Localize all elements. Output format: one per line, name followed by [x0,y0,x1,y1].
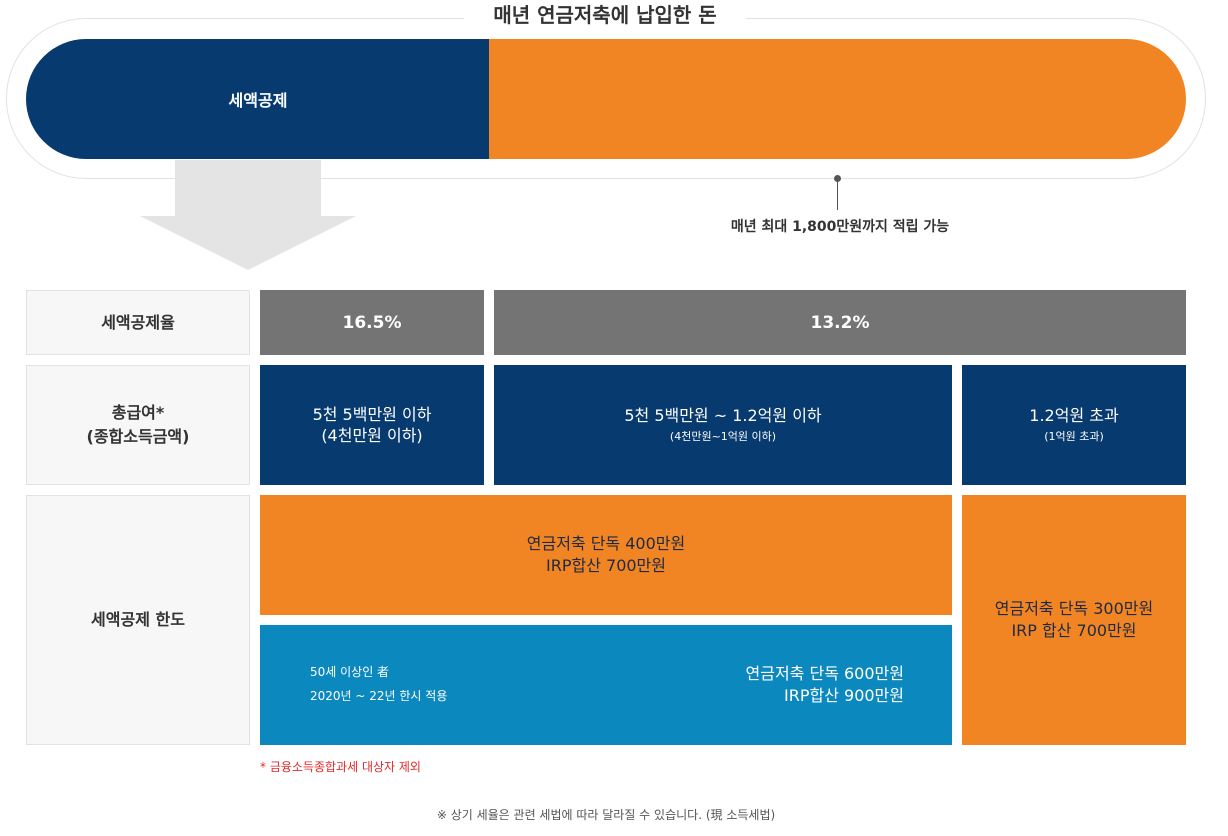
rate-cell-high-income: 13.2% [494,290,1186,355]
rate-row-label-text: 세액공제율 [101,312,175,332]
bracket-low-line2: (4천만원 이하) [321,426,423,445]
bracket-low-line1: 5천 5백만원 이하 [312,405,432,424]
income-bracket-mid: 5천 5백만원 ~ 1.2억원 이하 (4천만원~1억원 이하) [494,365,952,485]
senior-note-line1: 50세 이상인 者 [310,665,390,679]
income-label-line1: 총급여* [111,403,165,422]
income-bracket-low: 5천 5백만원 이하 (4천만원 이하) [260,365,484,485]
disclaimer: ※ 상기 세율은 관련 세법에 따라 달라질 수 있습니다. (現 소득세법) [436,808,776,822]
bracket-mid-sub: (4천만원~1억원 이하) [669,429,777,443]
senior-note: 50세 이상인 者 2020년 ~ 22년 한시 적용 [310,660,447,708]
remaining-contribution-bar-segment [489,39,1186,159]
tax-credit-bar-segment: 세액공제 [26,39,490,159]
bracket-mid-line1: 5천 5백만원 ~ 1.2억원 이하 [624,405,822,425]
bracket-high-line1: 1.2억원 초과 [1029,405,1119,425]
senior-limit-line2: IRP합산 900만원 [784,686,904,705]
rate-high-value: 13.2% [810,312,870,333]
limit-senior-cell: 50세 이상인 者 2020년 ~ 22년 한시 적용 연금저축 단독 600만… [260,625,952,745]
rate-row-label: 세액공제율 [26,290,250,355]
tax-credit-bar-label: 세액공제 [228,91,288,110]
senior-limit-line1: 연금저축 단독 600만원 [745,664,904,683]
limit-standard-line2: IRP합산 700만원 [546,556,666,575]
rate-cell-low-income: 16.5% [260,290,484,355]
bracket-high-sub: (1억원 초과) [1044,429,1104,443]
limit-standard-line1: 연금저축 단독 400만원 [526,534,686,553]
limit-high-income-cell: 연금저축 단독 300만원 IRP 합산 700만원 [962,495,1186,745]
pointer-line [837,180,838,210]
limit-high-line2: IRP 합산 700만원 [1011,621,1137,640]
limit-row-label-text: 세액공제 한도 [91,610,185,629]
footnote: * 금융소득종합과세 대상자 제외 [260,760,421,774]
limit-row-label: 세액공제 한도 [26,495,250,745]
senior-limit: 연금저축 단독 600만원 IRP합산 900만원 [746,663,904,707]
diagram-title: 매년 연금저축에 납입한 돈 [464,0,746,32]
down-arrow-icon [140,160,356,270]
senior-note-line2: 2020년 ~ 22년 한시 적용 [310,689,448,703]
rate-low-value: 16.5% [342,312,402,333]
annual-limit-note: 매년 최대 1,800만원까지 적립 가능 [730,219,950,235]
pointer-dot [834,175,841,182]
limit-high-line1: 연금저축 단독 300만원 [994,599,1154,618]
income-row-label: 총급여* (종합소득금액) [26,365,250,485]
limit-standard-cell: 연금저축 단독 400만원 IRP합산 700만원 [260,495,952,615]
income-label-line2: (종합소득금액) [86,427,190,446]
income-bracket-high: 1.2억원 초과 (1억원 초과) [962,365,1186,485]
